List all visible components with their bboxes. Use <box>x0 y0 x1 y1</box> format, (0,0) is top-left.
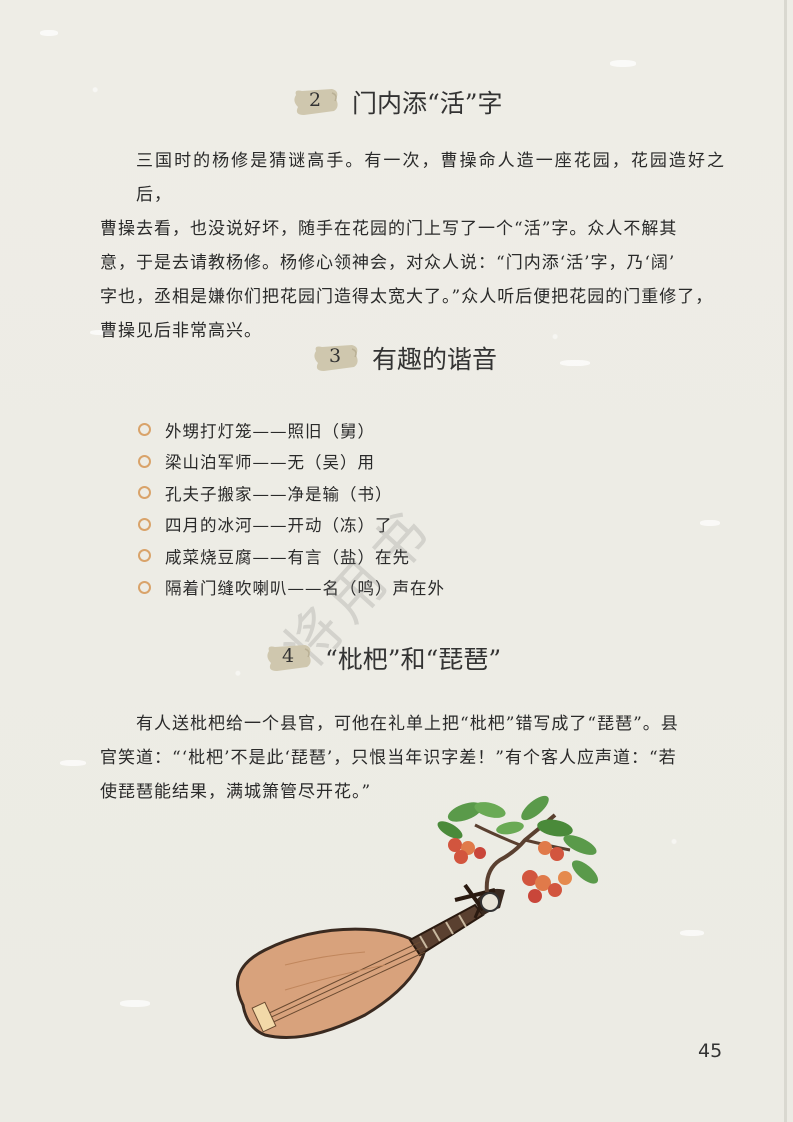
scroll-badge-icon <box>314 345 358 371</box>
scroll-badge-icon <box>294 89 338 115</box>
paper-fleck <box>610 60 636 67</box>
riddle-text: 四月的冰河——开动（冻）了 <box>165 516 393 536</box>
text-line: 曹操见后非常高兴。 <box>100 321 262 341</box>
circle-bullet-icon <box>138 486 151 500</box>
section-title: 有趣的谐音 <box>372 345 498 374</box>
riddle-text: 外甥打灯笼——照旧（舅） <box>165 421 375 441</box>
section-number: 2 <box>308 89 322 111</box>
paper-fleck <box>560 360 590 366</box>
pipa-body <box>235 883 505 1039</box>
loquat-branch <box>437 795 599 903</box>
section-heading: 4 “枇杷”和“琵琶” <box>265 640 501 676</box>
section-title: “枇杷”和“琵琶” <box>325 645 502 674</box>
paper-fleck <box>90 330 112 335</box>
riddle-text: 隔着门缝吹喇叭——名（鸣）声在外 <box>165 579 445 599</box>
section-number-badge: 3 <box>312 341 362 375</box>
list-item: 隔着门缝吹喇叭——名（鸣）声在外 <box>138 572 445 604</box>
riddle-text: 咸菜烧豆腐——有言（盐）在先 <box>165 547 410 567</box>
section-title: 门内添“活”字 <box>352 89 503 118</box>
list-item: 四月的冰河——开动（冻）了 <box>138 509 445 541</box>
section-number-badge: 4 <box>265 641 315 675</box>
circle-bullet-icon <box>138 517 151 531</box>
pipa-with-loquat-branch-icon <box>235 795 599 1039</box>
paper-fleck <box>60 760 86 766</box>
list-item: 孔夫子搬家——净是输（书） <box>138 477 445 509</box>
paper-fleck <box>680 930 704 936</box>
text-line: 使琵琶能结果，满城箫管尽开花。” <box>100 782 372 802</box>
circle-bullet-icon <box>138 549 151 563</box>
list-item: 梁山泊军师——无（吴）用 <box>138 446 445 478</box>
paper-fleck <box>40 30 58 36</box>
section-heading: 3 有趣的谐音 <box>312 340 497 376</box>
circle-bullet-icon <box>138 580 151 594</box>
paper-fleck <box>120 1000 150 1007</box>
circle-bullet-icon <box>138 454 151 468</box>
section-heading: 2 门内添“活”字 <box>292 84 503 120</box>
story-paragraph: 三国时的杨修是猜谜高手。有一次，曹操命人造一座花园，花园造好之后， 曹操去看，也… <box>100 144 725 348</box>
list-item: 外甥打灯笼——照旧（舅） <box>138 414 445 446</box>
page-edge <box>784 0 787 1122</box>
story-paragraph: 有人送枇杷给一个县官，可他在礼单上把“枇杷”错写成了“琵琶”。县 官笑道：“‘枇… <box>100 707 725 809</box>
section-number: 4 <box>281 645 295 667</box>
text-line: 意，于是去请教杨修。杨修心领神会，对众人说：“门内添‘活’字，乃‘阔’ <box>100 253 676 273</box>
page-number: 45 <box>698 1040 723 1062</box>
paper-fleck <box>700 520 720 526</box>
section-number: 3 <box>328 345 342 367</box>
riddle-text: 孔夫子搬家——净是输（书） <box>165 484 393 504</box>
scroll-badge-icon <box>267 645 311 671</box>
text-line: 有人送枇杷给一个县官，可他在礼单上把“枇杷”错写成了“琵琶”。县 <box>136 714 679 734</box>
section-number-badge: 2 <box>292 85 342 119</box>
text-line: 三国时的杨修是猜谜高手。有一次，曹操命人造一座花园，花园造好之后， <box>136 151 725 205</box>
text-line: 曹操去看，也没说好坏，随手在花园的门上写了一个“活”字。众人不解其 <box>100 219 678 239</box>
text-line: 字也，丞相是嫌你们把花园门造得太宽大了。”众人听后便把花园的门重修了， <box>100 287 714 307</box>
circle-bullet-icon <box>138 423 151 437</box>
text-line: 官笑道：“‘枇杷’不是此‘琵琶’，只恨当年识字差！”有个客人应声道：“若 <box>100 748 677 768</box>
list-item: 咸菜烧豆腐——有言（盐）在先 <box>138 540 445 572</box>
riddle-list: 外甥打灯笼——照旧（舅） 梁山泊军师——无（吴）用 孔夫子搬家——净是输（书） … <box>138 414 445 603</box>
riddle-text: 梁山泊军师——无（吴）用 <box>165 453 375 473</box>
